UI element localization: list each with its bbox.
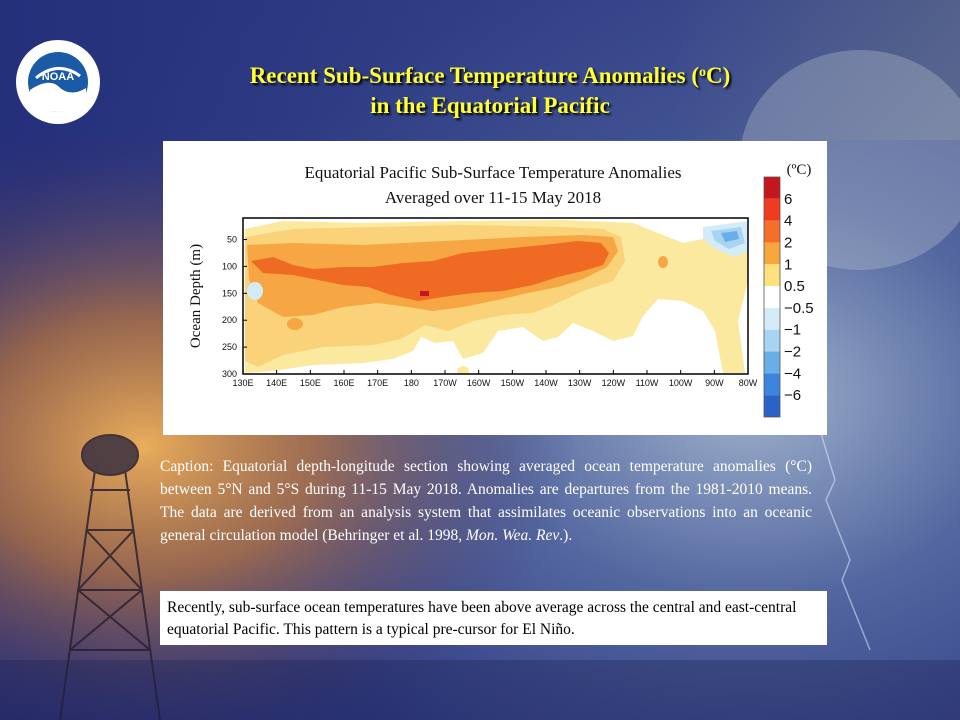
x-tick-label: 110W [636, 378, 659, 388]
anomaly-blob [658, 256, 668, 268]
anomaly-contour-4 [251, 241, 609, 301]
colorbar-label: 2 [784, 234, 792, 251]
x-tick-label: 160E [333, 378, 354, 388]
colorbar-label: 4 [784, 213, 792, 230]
y-tick-label: 300 [222, 369, 237, 379]
x-tick-label: 170E [367, 378, 388, 388]
colorbar-label: 1 [784, 256, 792, 273]
colorbar-swatch [764, 395, 780, 417]
y-tick-label: 100 [222, 261, 237, 271]
colorbar-swatch [764, 177, 780, 199]
summary-text: Recently, sub-surface ocean temperatures… [167, 599, 797, 638]
plot-frame [242, 217, 749, 375]
title-line2: in the Equatorial Pacific [370, 93, 610, 118]
x-tick-label: 180 [404, 378, 419, 388]
chart-title: Equatorial Pacific Sub-Surface Temperatu… [304, 163, 681, 182]
chart-subtitle: Averaged over 11-15 May 2018 [385, 188, 601, 207]
colorbar-swatch [764, 220, 780, 243]
x-tick-label: 170W [433, 378, 457, 388]
noaa-logo: NOAA [16, 40, 100, 124]
colorbar-swatch [764, 198, 780, 221]
colorbar-label: −1 [784, 322, 801, 339]
caption-end: .). [559, 527, 573, 544]
colorbar-label: −0.5 [784, 300, 814, 317]
title-line1-pre: Recent Sub-Surface Temperature Anomalies… [249, 63, 700, 88]
caption-journal: Mon. Wea. Rev [466, 527, 560, 544]
colorbar-frame [763, 176, 781, 418]
colorbar-swatch [764, 329, 780, 352]
svg-text:NOAA: NOAA [42, 71, 74, 83]
anomaly-max-spot [420, 291, 429, 296]
colorbar: 6 4 2 1 0.5 −0.5 −1 −2 −4 −6 [763, 176, 814, 418]
x-tick-label: 130W [568, 378, 592, 388]
colorbar-swatch [764, 307, 780, 330]
anomaly-blob [287, 318, 303, 330]
colorbar-swatch [764, 373, 780, 396]
colorbar-unit: (ºC) [787, 162, 812, 178]
anomaly-chart: Equatorial Pacific Sub-Surface Temperatu… [188, 162, 814, 418]
x-tick-label: 140W [534, 378, 558, 388]
x-tick-label: 130E [232, 378, 253, 388]
anomaly-blob [457, 366, 469, 374]
title-line1-post: C) [706, 63, 731, 88]
x-tick-label: 120W [602, 378, 626, 388]
colorbar-swatch [764, 264, 780, 287]
colorbar-label: −2 [784, 344, 801, 361]
x-tick-label: 140E [266, 378, 287, 388]
colorbar-label: −4 [784, 365, 801, 382]
y-tick-label: 50 [227, 235, 237, 245]
colorbar-swatch [764, 286, 780, 308]
lightning-decoration [819, 429, 871, 651]
summary-box: Recently, sub-surface ocean temperatures… [160, 591, 827, 645]
chart-panel: Equatorial Pacific Sub-Surface Temperatu… [163, 141, 827, 435]
x-tick-label: 150W [501, 378, 525, 388]
y-tick-label: 250 [222, 342, 237, 352]
title-degree-sup: o [699, 65, 707, 80]
x-tick-label: 150E [300, 378, 321, 388]
x-tick-label: 80W [739, 378, 758, 388]
tower-silhouette [59, 434, 161, 720]
y-axis-ticks: 50 100 150 200 250 300 [222, 235, 247, 379]
x-tick-label: 90W [705, 378, 724, 388]
slide-title: Recent Sub-Surface Temperature Anomalies… [150, 58, 830, 121]
x-tick-label: 100W [669, 378, 693, 388]
anomaly-blob-cold [247, 282, 263, 300]
y-axis-label: Ocean Depth (m) [188, 244, 204, 348]
colorbar-swatch [764, 242, 780, 265]
colorbar-label: −6 [784, 387, 801, 404]
anomaly-contour-neg-2 [721, 231, 739, 242]
x-tick-label: 160W [467, 378, 491, 388]
colorbar-label: 0.5 [784, 278, 805, 295]
x-axis-ticks: 130E 140E 150E 160E 170E 180 170W 160W 150W 140W 1… [232, 370, 758, 388]
colorbar-label: 6 [784, 191, 792, 208]
caption-text: Caption: Equatorial depth-longitude sect… [160, 458, 812, 544]
y-tick-label: 200 [222, 315, 237, 325]
colorbar-swatch [764, 351, 780, 374]
caption: Caption: Equatorial depth-longitude sect… [160, 455, 812, 547]
y-tick-label: 150 [222, 288, 237, 298]
